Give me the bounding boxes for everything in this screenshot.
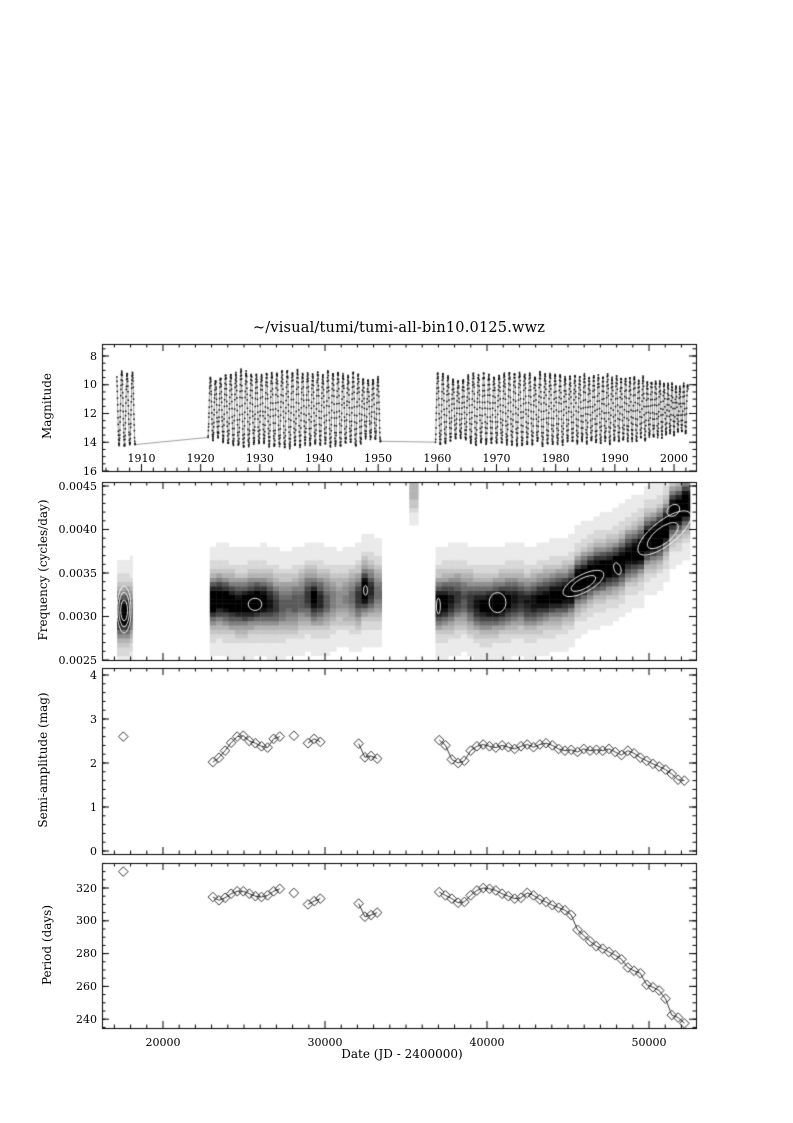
ytick-magnitude: 10 <box>83 378 97 392</box>
ytick-semi-amplitude: 3 <box>90 712 97 726</box>
xtick-year: 1990 <box>600 452 629 465</box>
figure-title: ~/visual/tumi/tumi-all-bin10.0125.wwz <box>252 320 546 336</box>
xtick-year: 1920 <box>186 452 215 465</box>
xtick-year: 1960 <box>423 452 452 465</box>
ytick-period: 320 <box>76 881 97 895</box>
xtick-year: 1940 <box>305 452 333 465</box>
xtick-jd: 40000 <box>469 1036 505 1049</box>
ytick-semi-amplitude: 0 <box>90 844 97 858</box>
ytick-frequency: 0.0045 <box>58 479 98 493</box>
ytick-semi-amplitude: 4 <box>90 668 97 682</box>
xtick-jd: 30000 <box>307 1036 343 1049</box>
xtick-year: 1910 <box>127 452 156 465</box>
ytick-semi-amplitude: 2 <box>90 756 97 770</box>
xtick-jd: 20000 <box>145 1036 181 1049</box>
xtick-year: 1980 <box>541 452 570 465</box>
ytick-frequency: 0.0025 <box>58 653 98 667</box>
xtick-year: 2000 <box>660 452 689 465</box>
ytick-frequency: 0.0040 <box>58 523 98 536</box>
xtick-year: 1950 <box>364 452 393 465</box>
ytick-semi-amplitude: 1 <box>90 800 97 814</box>
axis-label-date: Date (JD - 2400000) <box>341 1047 463 1061</box>
ytick-period: 280 <box>76 947 97 961</box>
xtick-year: 1970 <box>482 452 511 465</box>
xtick-jd: 50000 <box>631 1036 667 1049</box>
ytick-magnitude: 16 <box>83 464 97 478</box>
ytick-frequency: 0.0030 <box>58 610 98 623</box>
ytick-frequency: 0.0035 <box>58 566 98 580</box>
ytick-period: 260 <box>76 979 97 993</box>
ytick-period: 240 <box>76 1012 97 1026</box>
ytick-period: 300 <box>76 914 97 928</box>
xtick-year: 1930 <box>245 452 274 465</box>
ytick-magnitude: 8 <box>90 349 97 363</box>
ytick-magnitude: 14 <box>83 435 97 449</box>
ytick-magnitude: 12 <box>83 407 97 420</box>
